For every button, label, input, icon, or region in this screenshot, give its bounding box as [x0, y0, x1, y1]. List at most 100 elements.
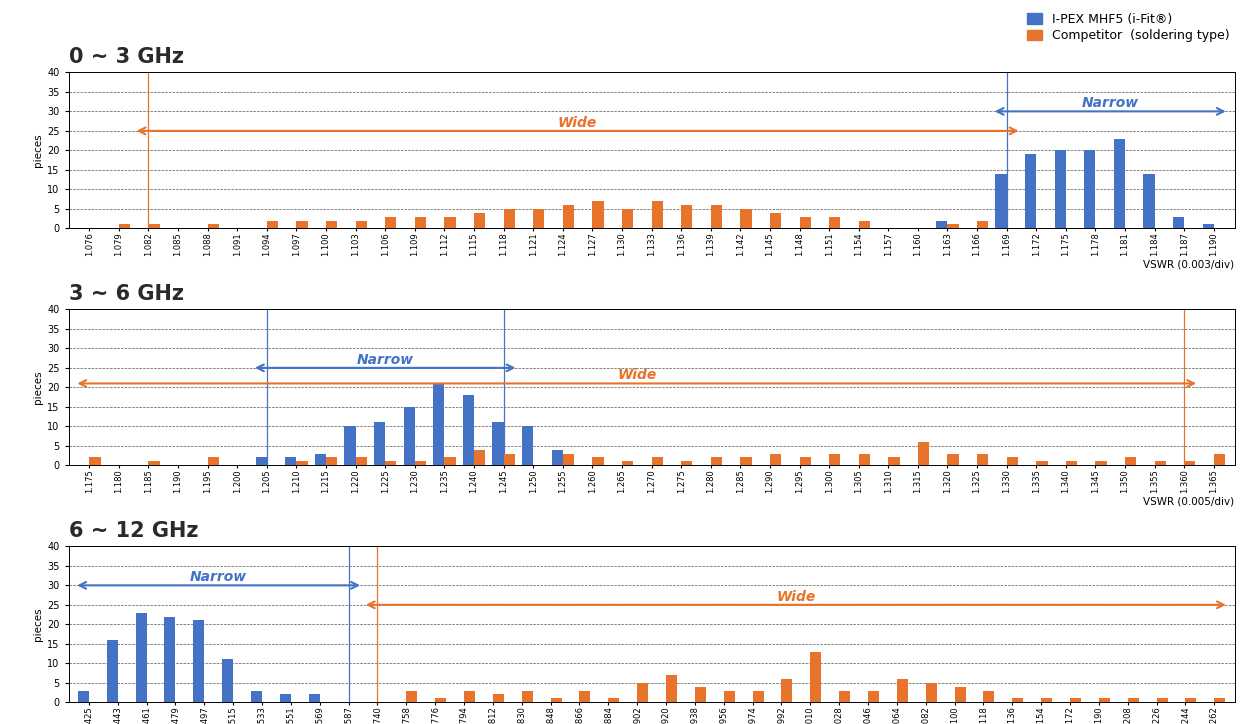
- Bar: [550, 699, 561, 702]
- Bar: [374, 422, 385, 466]
- Bar: [522, 426, 534, 466]
- Bar: [888, 458, 899, 466]
- Bar: [309, 694, 319, 702]
- Bar: [1125, 458, 1136, 466]
- X-axis label: VSWR (0.003/div): VSWR (0.003/div): [1143, 259, 1235, 269]
- Bar: [799, 216, 811, 228]
- Bar: [839, 691, 850, 702]
- Bar: [504, 209, 515, 228]
- Bar: [897, 679, 908, 702]
- Bar: [948, 454, 959, 466]
- Bar: [463, 395, 474, 466]
- Y-axis label: pieces: pieces: [32, 371, 42, 404]
- Bar: [562, 454, 574, 466]
- Bar: [1185, 461, 1196, 466]
- Bar: [474, 450, 485, 466]
- Text: 6 ~ 12 GHz: 6 ~ 12 GHz: [69, 521, 198, 541]
- Y-axis label: pieces: pieces: [32, 133, 42, 167]
- Bar: [829, 454, 840, 466]
- Bar: [925, 683, 936, 702]
- Bar: [118, 224, 130, 228]
- Bar: [148, 461, 160, 466]
- Bar: [493, 694, 504, 702]
- Bar: [741, 209, 752, 228]
- Bar: [711, 458, 722, 466]
- Bar: [551, 450, 562, 466]
- Bar: [978, 454, 989, 466]
- Bar: [1155, 461, 1166, 466]
- Bar: [592, 458, 604, 466]
- Bar: [208, 458, 219, 466]
- Text: Narrow: Narrow: [190, 571, 247, 584]
- Bar: [1025, 154, 1036, 228]
- Bar: [404, 407, 415, 466]
- Bar: [1202, 224, 1213, 228]
- Bar: [1127, 699, 1139, 702]
- Bar: [107, 640, 117, 702]
- Legend: I-PEX MHF5 (i-Fit®), Competitor  (soldering type): I-PEX MHF5 (i-Fit®), Competitor (solderi…: [1021, 8, 1235, 48]
- Bar: [723, 691, 734, 702]
- Bar: [592, 201, 604, 228]
- Bar: [1006, 458, 1018, 466]
- Bar: [695, 686, 706, 702]
- Bar: [136, 613, 146, 702]
- Bar: [90, 458, 101, 466]
- Bar: [1157, 699, 1167, 702]
- Bar: [651, 201, 663, 228]
- Bar: [1095, 461, 1106, 466]
- Bar: [859, 221, 870, 228]
- Bar: [1213, 454, 1225, 466]
- Bar: [918, 442, 929, 466]
- Bar: [1036, 461, 1047, 466]
- Bar: [433, 384, 444, 466]
- Bar: [622, 209, 633, 228]
- Text: Narrow: Narrow: [1081, 96, 1139, 110]
- Bar: [256, 458, 267, 466]
- Bar: [385, 461, 397, 466]
- Bar: [222, 660, 233, 702]
- Bar: [955, 686, 965, 702]
- Bar: [782, 679, 792, 702]
- Bar: [1173, 216, 1185, 228]
- Text: 0 ~ 3 GHz: 0 ~ 3 GHz: [69, 46, 183, 67]
- Bar: [344, 426, 355, 466]
- Text: Wide: Wide: [617, 369, 656, 382]
- Bar: [1215, 699, 1226, 702]
- Bar: [1066, 461, 1077, 466]
- Bar: [415, 461, 426, 466]
- Bar: [753, 691, 763, 702]
- Bar: [474, 213, 485, 228]
- Bar: [1070, 699, 1081, 702]
- Bar: [1186, 699, 1196, 702]
- Bar: [562, 205, 574, 228]
- Bar: [651, 458, 663, 466]
- Bar: [521, 691, 532, 702]
- Bar: [637, 683, 648, 702]
- Bar: [868, 691, 879, 702]
- Bar: [325, 458, 337, 466]
- Bar: [355, 221, 367, 228]
- Bar: [193, 620, 205, 702]
- Bar: [297, 221, 308, 228]
- Bar: [1143, 174, 1155, 228]
- Bar: [681, 461, 692, 466]
- Bar: [444, 216, 455, 228]
- Bar: [1099, 699, 1110, 702]
- Bar: [769, 454, 781, 466]
- Text: Wide: Wide: [776, 589, 816, 604]
- Bar: [286, 458, 297, 466]
- Bar: [1055, 151, 1066, 228]
- Bar: [609, 699, 620, 702]
- Bar: [325, 221, 337, 228]
- X-axis label: VSWR (0.005/div): VSWR (0.005/div): [1143, 496, 1235, 506]
- Bar: [1013, 699, 1024, 702]
- Bar: [534, 209, 545, 228]
- Text: Wide: Wide: [557, 116, 597, 130]
- Bar: [297, 461, 308, 466]
- Bar: [936, 221, 948, 228]
- Bar: [208, 224, 219, 228]
- Bar: [799, 458, 811, 466]
- Bar: [1041, 699, 1052, 702]
- Bar: [279, 694, 291, 702]
- Bar: [355, 458, 367, 466]
